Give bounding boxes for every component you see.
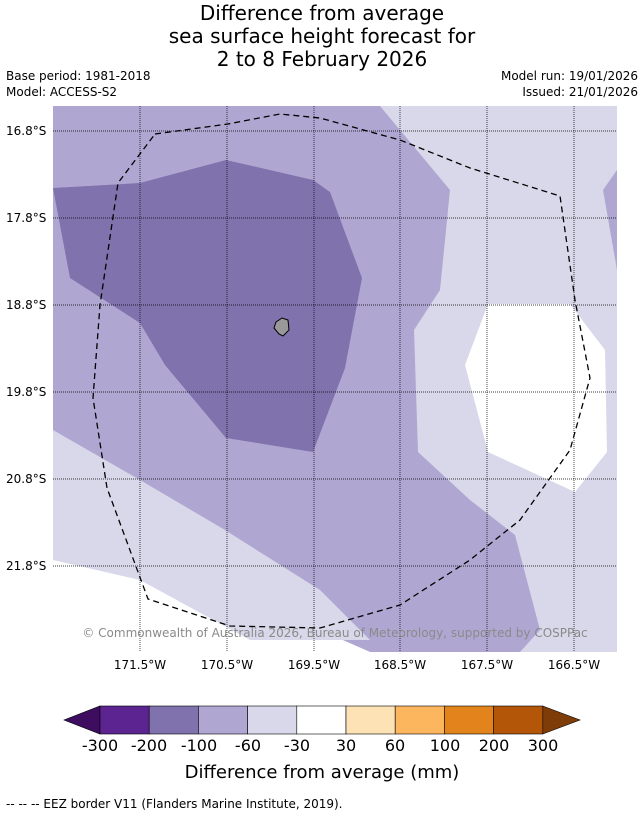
model-name: Model: ACCESS-S2 [6,85,118,99]
lon-tick-label: 166.5°W [547,658,601,672]
lon-tick-label: 168.5°W [373,658,427,672]
lat-tick-label: 16.8°S [6,124,47,138]
island-land [273,317,290,337]
colorbar-tick-label: -200 [130,736,168,755]
issued-date: Issued: 21/01/2026 [522,85,638,99]
colorbar-tick-label: 60 [384,736,406,755]
colorbar-tick-label: 300 [527,736,559,755]
anomaly-region-medium-east [603,170,617,270]
colorbar-tick-label: -30 [283,736,311,755]
colorbar-tick-label: 30 [335,736,357,755]
lon-tick-label: 167.5°W [460,658,514,672]
lon-tick-label: 170.5°W [200,658,254,672]
lat-tick-label: 20.8°S [6,472,47,486]
colorbar-segment [296,705,347,735]
colorbar-segment [444,705,494,735]
copyright-notice: © Commonwealth of Australia 2026, Bureau… [82,626,588,640]
lon-tick-label: 169.5°W [287,658,341,672]
colorbar-segment [198,705,248,735]
colorbar-segment [148,705,199,735]
title-line-1: Difference from average [199,1,445,25]
title-line-2: sea surface height forecast for [168,24,476,48]
colorbar-tick-label: 100 [429,736,461,755]
colorbar [63,705,581,735]
colorbar-label: Difference from average (mm) [184,762,460,783]
colorbar-segment [493,705,544,735]
lat-tick-label: 19.8°S [6,385,47,399]
eez-footnote: -- -- -- EEZ border V11 (Flanders Marine… [6,797,343,811]
gridlines [53,106,617,652]
colorbar-tick-label: -60 [234,736,262,755]
colorbar-tick-label: -100 [180,736,218,755]
anomaly-region-lighter-sw [53,430,370,640]
colorbar-tick-label: 200 [478,736,510,755]
colorbar-segment [99,705,150,735]
lat-tick-label: 17.8°S [6,211,47,225]
lat-tick-label: 21.8°S [6,559,47,573]
base-period: Base period: 1981-2018 [6,69,151,83]
lon-tick-label: 171.5°W [113,658,167,672]
colorbar-segment [345,705,396,735]
colorbar-segment [394,705,445,735]
model-run: Model run: 19/01/2026 [500,69,638,83]
title-line-3: 2 to 8 February 2026 [216,47,428,71]
colorbar-segment [247,705,298,735]
colorbar-extend-low [63,705,101,735]
anomaly-region-dark [53,160,362,452]
lat-tick-label: 18.8°S [6,298,47,312]
eez-border [92,113,591,629]
colorbar-tick-label: -300 [81,736,119,755]
colorbar-extend-high [542,705,581,735]
